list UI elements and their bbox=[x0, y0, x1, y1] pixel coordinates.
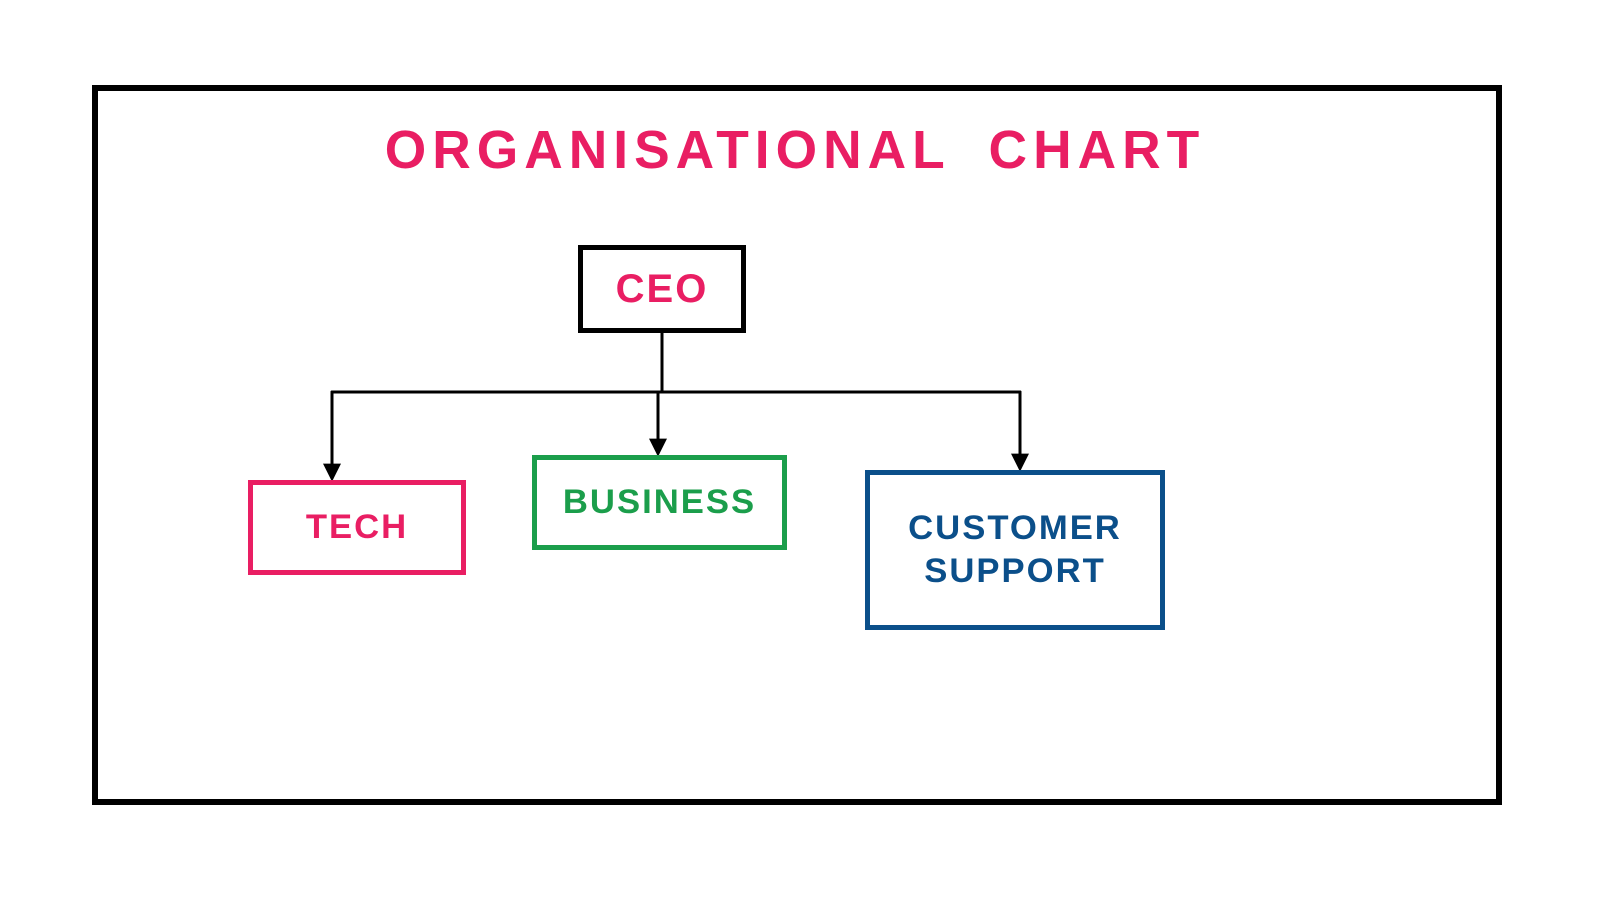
node-tech: TECH bbox=[248, 480, 466, 575]
node-business: BUSINESS bbox=[532, 455, 787, 550]
org-chart-canvas: ORGANISATIONAL CHART CEO TECH BUSINESS C… bbox=[0, 0, 1600, 899]
chart-frame bbox=[92, 85, 1502, 805]
node-ceo: CEO bbox=[578, 245, 746, 333]
node-customer-support: CUSTOMER SUPPORT bbox=[865, 470, 1165, 630]
chart-title: ORGANISATIONAL CHART bbox=[330, 120, 1260, 181]
